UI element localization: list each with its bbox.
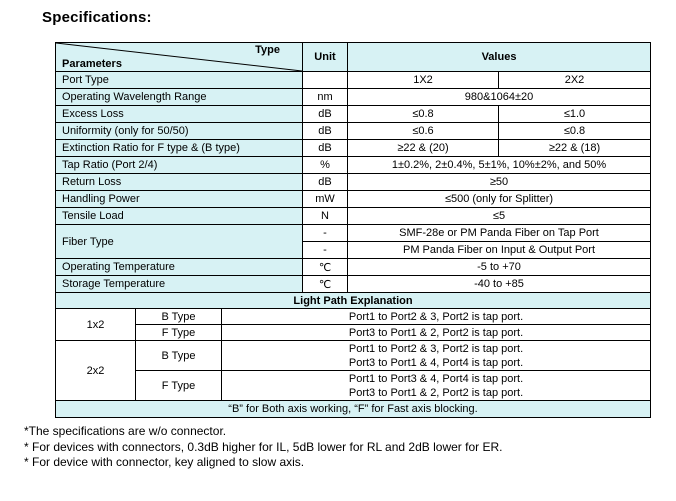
row-tap-ratio: Tap Ratio (Port 2/4) % 1±0.2%, 2±0.4%, 5… [55, 156, 652, 174]
row-wavelength: Operating Wavelength Range nm 980&1064±2… [55, 88, 652, 106]
param-cell: Excess Loss [55, 105, 303, 123]
f-type-cell: F Type [135, 324, 222, 341]
value-2x2-cell: ≤1.0 [497, 105, 652, 123]
explanation-line: Port1 to Port3 & 4, Port4 is tap port. [348, 372, 524, 385]
unit-cell: % [302, 156, 348, 174]
explanation-cell: Port1 to Port2 & 3, Port2 is tap port. P… [220, 340, 652, 371]
row-port-type: Port Type 1X2 2X2 [55, 71, 652, 89]
light-path-title: Light Path Explanation [54, 292, 652, 309]
explanation-line: Port3 to Port1 & 2, Port2 is tap port. [348, 386, 524, 399]
value-1x2-cell: ≥22 & (20) [347, 139, 499, 157]
unit-cell: nm [302, 88, 348, 106]
header-parameters-label: Parameters [62, 58, 122, 70]
group-1x2-cell: 1x2 [55, 308, 136, 341]
row-2x2-f-type: F Type Port1 to Port3 & 4, Port4 is tap … [56, 370, 652, 401]
param-cell: Port Type [55, 71, 303, 89]
header-row: Type Parameters Unit Values [55, 42, 652, 72]
row-tensile-load: Tensile Load N ≤5 [55, 207, 652, 225]
b-type-cell: B Type [135, 340, 222, 371]
value-cell: ≤5 [346, 207, 652, 225]
page-title: Specifications: [42, 9, 152, 26]
param-cell: Return Loss [55, 173, 303, 191]
unit-cell: - [302, 241, 348, 259]
unit-cell [302, 71, 348, 89]
header-values-cell: Values [346, 42, 652, 72]
parameters-type-diagonal-cell: Type Parameters [55, 42, 303, 72]
value-cell: SMF-28e or PM Panda Fiber on Tap Port [346, 224, 652, 242]
unit-cell: ℃ [302, 275, 348, 293]
row-uniformity: Uniformity (only for 50/50) dB ≤0.6 ≤0.8 [55, 122, 652, 140]
row-storage-temperature: Storage Temperature ℃ -40 to +85 [55, 275, 652, 293]
value-cell: ≤500 (only for Splitter) [346, 190, 652, 208]
header-unit-cell: Unit [302, 42, 348, 72]
footnote-2: * For devices with connectors, 0.3dB hig… [24, 439, 503, 454]
param-cell: Handling Power [55, 190, 303, 208]
diagonal-divider-line [56, 43, 302, 71]
unit-cell: dB [302, 122, 348, 140]
value-cell: PM Panda Fiber on Input & Output Port [346, 241, 652, 259]
footnote-3: * For device with connector, key aligned… [24, 455, 305, 469]
value-1x2-cell: ≤0.6 [347, 122, 499, 140]
param-cell: Operating Temperature [55, 258, 303, 276]
explanation-cell: Port1 to Port2 & 3, Port2 is tap port. [220, 308, 652, 325]
footnotes: *The specifications are w/o connector. *… [24, 424, 676, 471]
param-cell: Uniformity (only for 50/50) [55, 122, 303, 140]
row-fiber-type-1: Fiber Type - SMF-28e or PM Panda Fiber o… [55, 224, 652, 259]
light-path-footer-row: “B” for Both axis working, “F” for Fast … [54, 400, 652, 418]
row-1x2-b-type: 1x2 B Type Port1 to Port2 & 3, Port2 is … [55, 308, 652, 341]
explanation-cell: Port3 to Port1 & 2, Port2 is tap port. [220, 324, 652, 341]
value-cell: -5 to +70 [346, 258, 652, 276]
value-1x2-cell: ≤0.8 [347, 105, 499, 123]
unit-cell: ℃ [302, 258, 348, 276]
row-2x2-b-type: 2x2 B Type Port1 to Port2 & 3, Port2 is … [55, 340, 652, 401]
param-cell: Storage Temperature [55, 275, 303, 293]
value-cell: 1±0.2%, 2±0.4%, 5±1%, 10%±2%, and 50% [346, 156, 652, 174]
row-excess-loss: Excess Loss dB ≤0.8 ≤1.0 [55, 105, 652, 123]
row-extinction-ratio: Extinction Ratio for F type & (B type) d… [55, 139, 652, 157]
group-2x2-cell: 2x2 [55, 340, 136, 401]
explanation-line: Port3 to Port1 & 4, Port4 is tap port. [348, 356, 524, 369]
spec-tables-container: Type Parameters Unit Values Port Type 1X… [54, 42, 652, 418]
unit-cell: N [302, 207, 348, 225]
specifications-table: Type Parameters Unit Values Port Type 1X… [55, 42, 652, 293]
unit-cell: - [302, 224, 348, 242]
explanation-line: Port1 to Port2 & 3, Port2 is tap port. [348, 342, 524, 355]
f-type-cell: F Type [135, 370, 222, 401]
footnote-1: *The specifications are w/o connector. [24, 424, 227, 438]
param-cell: Operating Wavelength Range [55, 88, 303, 106]
b-type-cell: B Type [135, 308, 222, 325]
header-type-label: Type [255, 44, 280, 56]
row-handling-power: Handling Power mW ≤500 (only for Splitte… [55, 190, 652, 208]
explanation-cell: Port1 to Port3 & 4, Port4 is tap port. P… [220, 370, 652, 401]
param-cell: Extinction Ratio for F type & (B type) [55, 139, 303, 157]
unit-cell: dB [302, 139, 348, 157]
unit-cell: dB [302, 105, 348, 123]
unit-cell: dB [302, 173, 348, 191]
value-cell: -40 to +85 [346, 275, 652, 293]
axis-legend-note: “B” for Both axis working, “F” for Fast … [54, 400, 652, 418]
value-2x2-cell: 2X2 [497, 71, 652, 89]
param-cell: Tap Ratio (Port 2/4) [55, 156, 303, 174]
param-cell: Fiber Type [55, 224, 303, 259]
value-2x2-cell: ≤0.8 [497, 122, 652, 140]
row-operating-temperature: Operating Temperature ℃ -5 to +70 [55, 258, 652, 276]
light-path-table: Light Path Explanation 1x2 B Type Port1 … [54, 292, 652, 418]
value-2x2-cell: ≥22 & (18) [497, 139, 652, 157]
row-1x2-f-type: F Type Port3 to Port1 & 2, Port2 is tap … [56, 324, 652, 341]
param-cell: Tensile Load [55, 207, 303, 225]
value-cell: ≥50 [346, 173, 652, 191]
row-return-loss: Return Loss dB ≥50 [55, 173, 652, 191]
value-cell: 980&1064±20 [346, 88, 652, 106]
unit-cell: mW [302, 190, 348, 208]
value-1x2-cell: 1X2 [347, 71, 499, 89]
light-path-header-row: Light Path Explanation [54, 292, 652, 309]
